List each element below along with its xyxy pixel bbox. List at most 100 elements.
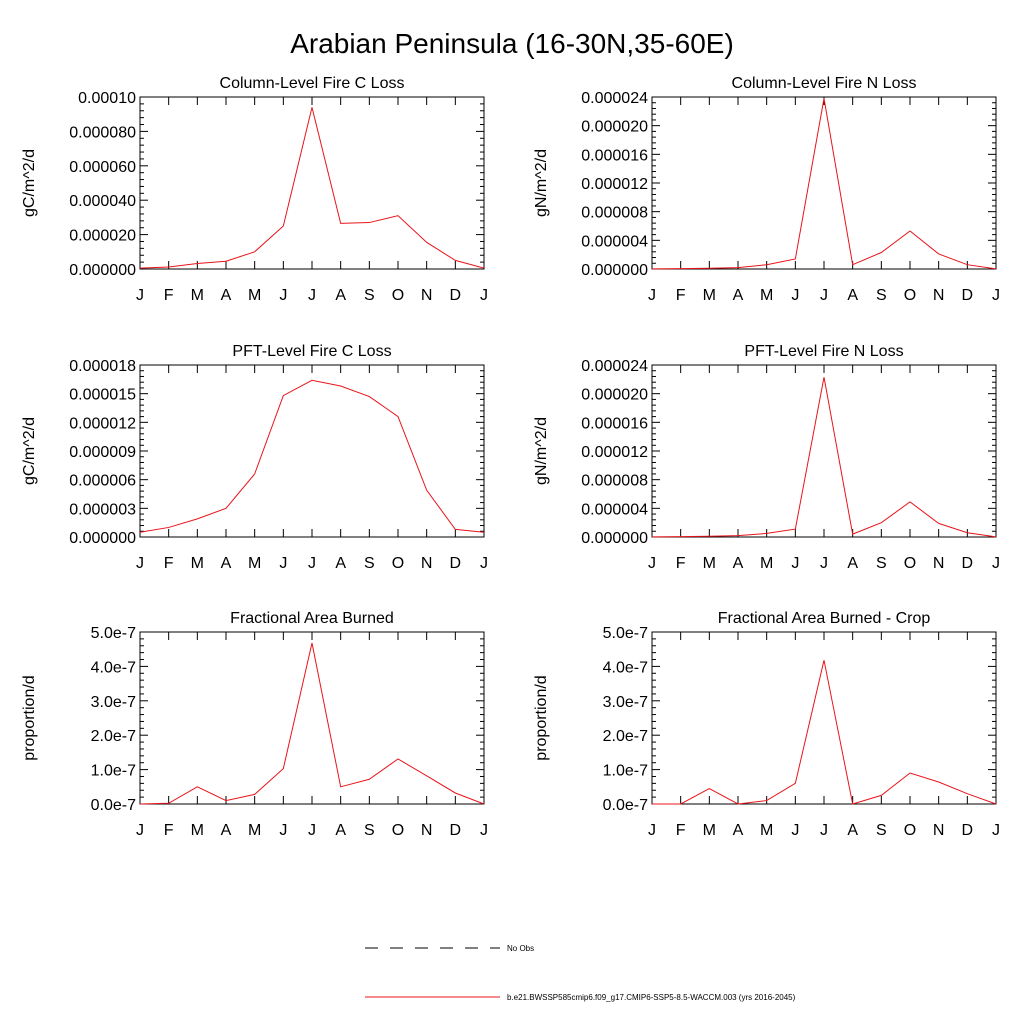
x-tick-label: N xyxy=(421,822,433,839)
plot-frame xyxy=(651,96,997,270)
x-tick-label: J xyxy=(480,287,488,304)
x-tick-label: F xyxy=(164,822,174,839)
x-tick-label: S xyxy=(364,287,375,304)
x-tick-label: O xyxy=(392,287,404,304)
x-tick-label: J xyxy=(648,822,656,839)
x-tick-label: M xyxy=(703,822,716,839)
x-tick-label: M xyxy=(191,287,204,304)
x-tick-label: J xyxy=(136,287,144,304)
x-tick-label: S xyxy=(876,822,887,839)
plot-frame xyxy=(139,631,485,805)
x-tick-label: M xyxy=(703,287,716,304)
x-tick-label: M xyxy=(191,822,204,839)
y-tick-label: 3.0e-7 xyxy=(603,694,648,711)
x-tick-label: J xyxy=(480,555,488,572)
x-tick-label: J xyxy=(136,822,144,839)
x-tick-label: A xyxy=(335,287,346,304)
y-tick-label: 5.0e-7 xyxy=(91,625,136,642)
y-tick-label: 2.0e-7 xyxy=(603,728,648,745)
y-tick-label: 3.0e-7 xyxy=(91,694,136,711)
x-tick-label: J xyxy=(992,287,1000,304)
y-tick-label: 0.000024 xyxy=(581,358,648,375)
chart-title: PFT-Level Fire N Loss xyxy=(744,343,903,360)
x-tick-label: J xyxy=(791,287,799,304)
y-tick-label: 2.0e-7 xyxy=(91,728,136,745)
x-tick-label: D xyxy=(450,822,462,839)
x-tick-label: A xyxy=(847,822,858,839)
x-tick-label: F xyxy=(676,822,686,839)
series-line-1 xyxy=(139,379,485,533)
x-tick-label: S xyxy=(364,822,375,839)
x-tick-label: J xyxy=(279,555,287,572)
y-tick-label: 0.000008 xyxy=(581,205,648,222)
chart-title: Column-Level Fire C Loss xyxy=(220,75,405,92)
x-tick-label: J xyxy=(992,555,1000,572)
x-tick-label: O xyxy=(904,287,916,304)
y-tick-label: 0.000000 xyxy=(581,530,648,547)
x-tick-label: M xyxy=(248,555,261,572)
y-tick-label: 4.0e-7 xyxy=(91,659,136,676)
x-tick-label: N xyxy=(933,555,945,572)
x-tick-label: J xyxy=(480,822,488,839)
x-tick-label: J xyxy=(648,287,656,304)
y-tick-label: 0.000016 xyxy=(581,147,648,164)
x-tick-label: A xyxy=(733,822,744,839)
figure-title: Arabian Peninsula (16-30N,35-60E) xyxy=(290,28,734,59)
x-tick-label: A xyxy=(733,555,744,572)
x-tick-label: N xyxy=(933,287,945,304)
y-tick-label: 0.000012 xyxy=(69,415,136,432)
x-tick-label: J xyxy=(791,822,799,839)
x-tick-label: M xyxy=(760,822,773,839)
y-tick-label: 0.000080 xyxy=(69,124,136,141)
y-tick-label: 0.000008 xyxy=(581,473,648,490)
y-tick-label: 0.0e-7 xyxy=(603,797,648,814)
x-tick-label: J xyxy=(279,822,287,839)
x-tick-label: M xyxy=(760,555,773,572)
x-tick-label: D xyxy=(450,287,462,304)
x-tick-label: M xyxy=(248,822,261,839)
x-tick-label: F xyxy=(164,555,174,572)
x-tick-label: J xyxy=(308,822,316,839)
x-tick-label: J xyxy=(820,287,828,304)
x-tick-label: O xyxy=(904,555,916,572)
y-tick-label: 0.000040 xyxy=(69,193,136,210)
x-tick-label: J xyxy=(992,822,1000,839)
x-tick-label: O xyxy=(392,555,404,572)
y-tick-label: 0.000004 xyxy=(581,501,648,518)
x-tick-label: J xyxy=(279,287,287,304)
x-tick-label: A xyxy=(847,287,858,304)
x-tick-label: J xyxy=(136,555,144,572)
x-tick-label: N xyxy=(933,822,945,839)
y-tick-label: 1.0e-7 xyxy=(91,763,136,780)
plot-frame xyxy=(139,364,485,538)
x-tick-label: J xyxy=(791,555,799,572)
plot-frame xyxy=(651,364,997,538)
chart-title: Fractional Area Burned xyxy=(230,610,394,627)
x-tick-label: M xyxy=(191,555,204,572)
x-tick-label: A xyxy=(335,555,346,572)
x-tick-label: A xyxy=(335,822,346,839)
x-tick-label: D xyxy=(962,555,974,572)
y-tick-label: 0.000020 xyxy=(69,228,136,245)
y-tick-label: 4.0e-7 xyxy=(603,659,648,676)
y-tick-label: 0.000016 xyxy=(581,415,648,432)
y-tick-label: 0.000003 xyxy=(69,501,136,518)
y-tick-label: 0.000000 xyxy=(69,262,136,279)
plot-frame xyxy=(139,96,485,270)
series-line-1 xyxy=(651,98,997,270)
y-axis-label: proportion/d xyxy=(533,675,550,760)
y-tick-label: 0.000018 xyxy=(69,358,136,375)
x-tick-label: S xyxy=(876,555,887,572)
y-tick-label: 0.000004 xyxy=(581,233,648,250)
y-tick-label: 0.000024 xyxy=(581,90,648,107)
x-tick-label: S xyxy=(876,287,887,304)
x-tick-label: D xyxy=(450,555,462,572)
x-tick-label: A xyxy=(221,287,232,304)
